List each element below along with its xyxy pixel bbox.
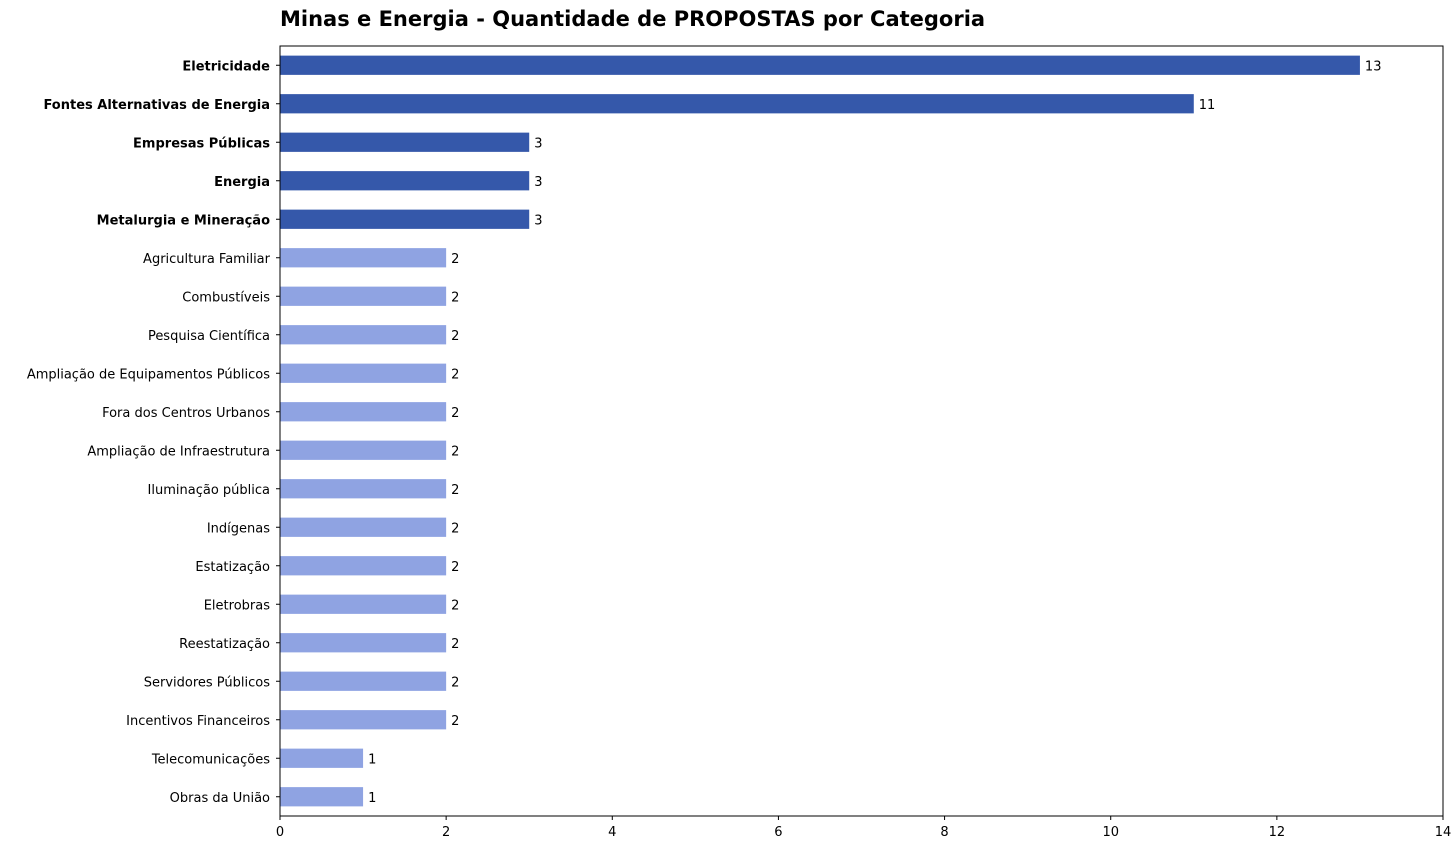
y-tick-label: Ampliação de Equipamentos Públicos: [27, 367, 270, 382]
y-tick-label: Empresas Públicas: [133, 136, 270, 151]
bar: [280, 671, 447, 691]
bar: [280, 517, 447, 537]
bar: [280, 325, 447, 345]
chart-title: Minas e Energia - Quantidade de PROPOSTA…: [280, 7, 985, 31]
bar: [280, 787, 364, 807]
bar: [280, 132, 530, 152]
data-label: 2: [451, 252, 459, 267]
data-label: 2: [451, 675, 459, 690]
bar: [280, 94, 1194, 114]
data-label: 3: [534, 136, 542, 151]
data-label: 1: [368, 752, 376, 767]
x-tick-label: 12: [1269, 825, 1286, 840]
bar: [280, 363, 447, 383]
data-label: 13: [1365, 59, 1382, 74]
y-tick-label: Ampliação de Infraestrutura: [87, 444, 270, 459]
y-tick-label: Reestatização: [179, 637, 270, 652]
x-tick-label: 8: [940, 825, 948, 840]
bar: [280, 556, 447, 576]
x-tick-label: 10: [1102, 825, 1119, 840]
y-tick-label: Servidores Públicos: [144, 675, 270, 690]
y-tick-label: Eletrobras: [204, 598, 270, 613]
data-label: 3: [534, 175, 542, 190]
x-tick-label: 4: [608, 825, 616, 840]
y-tick-label: Pesquisa Científica: [148, 329, 270, 344]
y-tick-labels: Eletricidade Fontes Alternativas de Energ…: [27, 59, 280, 806]
x-axis: 0 2 4 6 8 10 12 14: [276, 816, 1451, 840]
data-label: 2: [451, 290, 459, 305]
data-label: 2: [451, 560, 459, 575]
x-tick-label: 0: [276, 825, 284, 840]
data-label: 3: [534, 213, 542, 228]
data-label: 2: [451, 444, 459, 459]
bar: [280, 710, 447, 730]
y-tick-label: Fora dos Centros Urbanos: [102, 406, 270, 421]
y-tick-label: Incentivos Financeiros: [126, 714, 270, 729]
y-tick-label: Iluminação pública: [148, 483, 270, 498]
y-tick-label: Telecomunicações: [151, 752, 270, 767]
bar: [280, 479, 447, 499]
bars-group: [280, 55, 1360, 807]
y-tick-label: Fontes Alternativas de Energia: [43, 98, 270, 113]
bar: [280, 171, 530, 191]
x-tick-label: 6: [774, 825, 782, 840]
y-tick-label: Agricultura Familiar: [143, 252, 271, 267]
bar: [280, 55, 1360, 75]
y-tick-label: Combustíveis: [182, 290, 270, 305]
data-label: 1: [368, 791, 376, 806]
bar: [280, 286, 447, 306]
y-tick-label: Estatização: [195, 560, 270, 575]
x-tick-label: 14: [1435, 825, 1452, 840]
y-tick-label: Indígenas: [207, 521, 270, 536]
bar: [280, 402, 447, 422]
plot-frame: [279, 45, 1444, 817]
data-label: 2: [451, 406, 459, 421]
data-label: 2: [451, 521, 459, 536]
x-tick-label: 2: [442, 825, 450, 840]
bar: [280, 440, 447, 460]
bar: [280, 748, 364, 768]
data-label: 2: [451, 483, 459, 498]
y-tick-label: Energia: [214, 175, 270, 190]
data-label: 2: [451, 367, 459, 382]
bar: [280, 633, 447, 653]
y-tick-label: Metalurgia e Mineração: [97, 213, 270, 228]
bar: [280, 209, 530, 229]
data-label: 2: [451, 329, 459, 344]
data-label: 2: [451, 714, 459, 729]
data-label: 11: [1199, 98, 1216, 113]
bar: [280, 248, 447, 268]
data-label: 2: [451, 637, 459, 652]
bar: [280, 594, 447, 614]
y-tick-label: Obras da União: [170, 791, 270, 806]
data-label: 2: [451, 598, 459, 613]
y-tick-label: Eletricidade: [182, 59, 270, 74]
